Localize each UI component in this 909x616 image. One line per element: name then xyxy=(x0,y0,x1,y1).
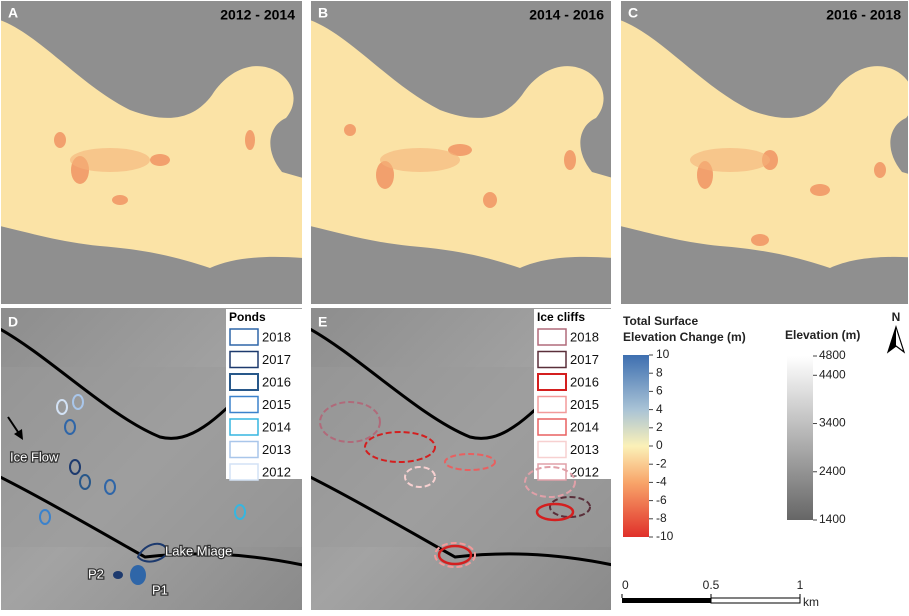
pond xyxy=(113,571,123,579)
elevation-loss-area xyxy=(810,184,830,196)
legend-label: 2013 xyxy=(262,442,291,457)
elevation-loss-area xyxy=(690,148,770,172)
legend-label: 2014 xyxy=(570,419,599,434)
tick-label: 6 xyxy=(656,384,663,398)
colorbar-title: Elevation Change (m) xyxy=(623,330,746,344)
legend-swatch xyxy=(538,464,566,480)
map-content: 2012 - 2014 xyxy=(0,0,303,305)
pond xyxy=(130,565,146,585)
legend-swatch xyxy=(538,352,566,368)
elevation-loss-area xyxy=(150,154,170,166)
panel-letter: B xyxy=(318,5,328,21)
panel-period: 2012 - 2014 xyxy=(220,7,295,23)
legend-swatch xyxy=(230,374,258,390)
legend-title: Ponds xyxy=(229,310,266,324)
legend-swatch xyxy=(230,329,258,345)
tick-label: -2 xyxy=(656,456,667,470)
legend-area: Total Surface Elevation Change (m) Eleva… xyxy=(622,310,904,609)
legend-label: 2017 xyxy=(570,352,599,367)
map-content: 2014 - 2016 xyxy=(310,0,613,305)
figure: 2012 - 2014 A 2014 - 2016 B 2016 - 2018 C Pond… xyxy=(0,0,909,611)
colorbar-title: Total Surface xyxy=(623,314,698,328)
map-content: Ponds 2018 2017 2016 2015 2014 2013 2012 Ice Flo… xyxy=(0,307,303,611)
tick-label: 3400 xyxy=(819,416,846,430)
map-panel: 2016 - 2018 C xyxy=(620,0,909,305)
legend-label: 2013 xyxy=(570,442,599,457)
legend-label: 2016 xyxy=(570,374,599,389)
map-label: P2 xyxy=(88,566,104,581)
legend-swatch xyxy=(538,374,566,390)
elevation-loss-area xyxy=(380,148,460,172)
tick-label: 4400 xyxy=(819,367,846,381)
elevation-loss-area xyxy=(751,234,769,246)
elevation-loss-area xyxy=(70,148,150,172)
elevation-loss-area xyxy=(483,192,497,208)
legend-label: 2014 xyxy=(262,419,291,434)
legend-swatch xyxy=(230,352,258,368)
scale-unit: km xyxy=(803,595,819,609)
legend-label: 2015 xyxy=(570,397,599,412)
legend-label: 2012 xyxy=(262,464,291,479)
tick-label: 2400 xyxy=(819,464,846,478)
legend-label: 2016 xyxy=(262,374,291,389)
map-label: Lake Miage xyxy=(165,543,232,558)
elevation-loss-area xyxy=(112,195,128,205)
legend-swatch xyxy=(230,419,258,435)
map-label: P1 xyxy=(152,582,168,597)
tick-label: 1 xyxy=(797,578,804,592)
elevation-loss-area xyxy=(344,124,356,136)
panel-letter: C xyxy=(628,5,638,21)
scale-bar xyxy=(711,598,800,603)
legend-label: 2018 xyxy=(262,329,291,344)
tick-label: -8 xyxy=(656,511,667,525)
panel-letter: D xyxy=(8,314,18,330)
legend-label: 2015 xyxy=(262,397,291,412)
colorbar xyxy=(623,355,649,537)
colorbar xyxy=(787,356,813,520)
panel-period: 2014 - 2016 xyxy=(529,7,604,23)
tick-label: 0 xyxy=(656,438,663,452)
panel-period: 2016 - 2018 xyxy=(826,7,901,23)
tick-label: 4800 xyxy=(819,348,846,362)
legend-swatch xyxy=(230,442,258,458)
legend-label: 2017 xyxy=(262,352,291,367)
tick-label: 4 xyxy=(656,402,663,416)
panel-letter: E xyxy=(318,314,327,330)
panel-letter: A xyxy=(8,5,18,21)
map-panel: 2012 - 2014 A xyxy=(0,0,303,305)
legend-swatch xyxy=(538,419,566,435)
map-panel: Ponds 2018 2017 2016 2015 2014 2013 2012 Ice Flo… xyxy=(0,307,303,611)
map-label: Ice Flow xyxy=(10,449,59,464)
tick-label: 0.5 xyxy=(703,578,720,592)
legend-swatch xyxy=(230,397,258,413)
scale-bar xyxy=(622,598,711,603)
panels: 2012 - 2014 A 2014 - 2016 B 2016 - 2018 C Pond… xyxy=(0,0,909,611)
legend-label: 2018 xyxy=(570,329,599,344)
tick-label: 0 xyxy=(622,578,629,592)
elevation-loss-area xyxy=(245,130,255,150)
tick-label: 1400 xyxy=(819,512,846,526)
tick-label: -10 xyxy=(656,529,674,543)
tick-label: 10 xyxy=(656,347,670,361)
legend-swatch xyxy=(230,464,258,480)
legend-swatch xyxy=(538,442,566,458)
tick-label: 8 xyxy=(656,365,663,379)
elevation-loss-area xyxy=(54,132,66,148)
elevation-loss-area xyxy=(874,162,886,178)
legend-title: Ice cliffs xyxy=(537,310,585,324)
colorbar-title: Elevation (m) xyxy=(785,328,860,342)
tick-label: 2 xyxy=(656,420,663,434)
tick-label: -4 xyxy=(656,475,667,489)
legend-swatch xyxy=(538,329,566,345)
map-content: 2016 - 2018 xyxy=(620,0,909,305)
elevation-loss-area xyxy=(564,150,576,170)
map-panel: 2014 - 2016 B xyxy=(310,0,613,305)
legend-swatch xyxy=(538,397,566,413)
north-label: N xyxy=(892,310,901,324)
tick-label: -6 xyxy=(656,493,667,507)
